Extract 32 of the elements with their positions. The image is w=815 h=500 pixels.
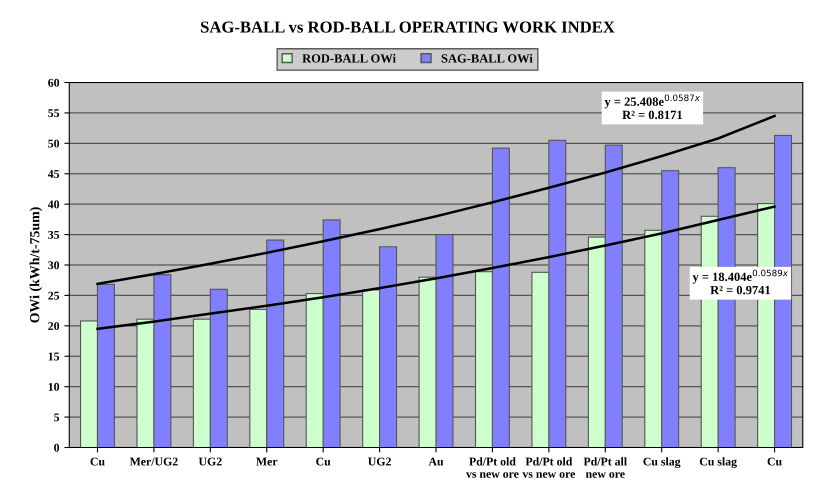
y-tick-label: 15 <box>48 352 60 360</box>
x-tick-label: UG2 <box>198 458 222 466</box>
x-tick-label: Pd/Pt all new ore <box>584 457 627 478</box>
annotation: y = 25.408e$^{0.0587x}$ R² = 0.8171 <box>604 94 700 120</box>
x-tick-label: Mer/UG2 <box>130 458 178 466</box>
x-tick-label: Cu slag <box>700 457 737 468</box>
x-tick-label: Cu <box>316 458 330 466</box>
y-tick-label: 5 <box>54 413 60 422</box>
x-tick-label: UG2 <box>368 458 391 466</box>
chart-title: SAG-BALL vs ROD-BALL OPERATING WORK INDEX <box>201 21 615 33</box>
x-tick-label: Mer <box>256 458 278 466</box>
y-tick-label: 55 <box>48 109 60 118</box>
y-tick-label: 50 <box>48 140 60 148</box>
x-tick-label: Cu <box>90 458 105 466</box>
y-tick-label: 40 <box>48 200 60 208</box>
y-tick-label: 25 <box>48 292 60 300</box>
x-tick-label: Pd/Pt old vs new ore <box>522 457 576 478</box>
y-tick-label: 20 <box>48 322 60 330</box>
annotation: y = 18.404e$^{0.0589x}$ R² = 0.9741 <box>692 270 788 294</box>
y-axis-title: OWi (kWh/t-75um) <box>30 207 42 323</box>
x-tick-label: Au <box>428 458 444 466</box>
y-tick-label: 0 <box>54 444 60 452</box>
y-tick-label: 60 <box>48 78 60 87</box>
x-tick-label: Cu <box>768 458 782 466</box>
y-tick-label: 30 <box>48 261 60 270</box>
x-tick-label: Pd/Pt old vs new ore <box>466 457 519 478</box>
y-tick-label: 45 <box>48 170 60 178</box>
x-tick-label: Cu slag <box>643 457 680 468</box>
y-tick-label: 10 <box>48 382 60 391</box>
y-tick-label: 35 <box>48 230 60 239</box>
legend-label: ROD-BALL OWi <box>302 54 396 63</box>
legend-label: SAG-BALL OWi <box>442 54 533 63</box>
